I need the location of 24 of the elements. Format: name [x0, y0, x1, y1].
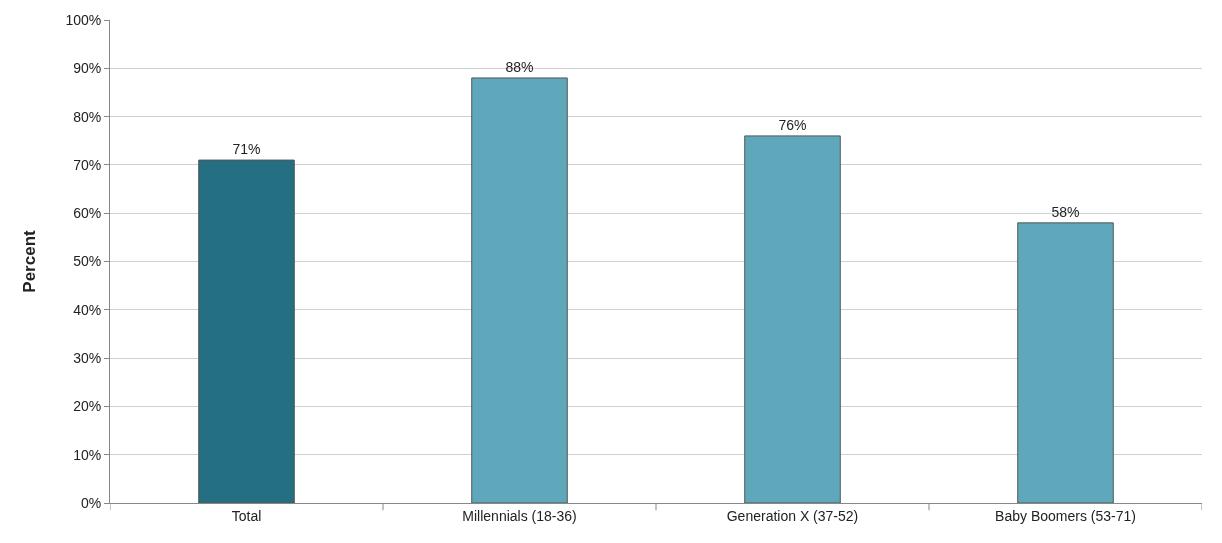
y-tick-label: 100%: [65, 11, 102, 28]
bar: [744, 135, 841, 503]
bar: [1017, 222, 1114, 503]
y-tick-label: 40%: [73, 301, 102, 318]
x-tick-label: Total: [231, 507, 262, 524]
y-tick-label: 90%: [73, 60, 102, 77]
y-tick-label: 10%: [73, 446, 102, 463]
data-label: 88%: [505, 58, 534, 75]
y-tick-label: 0%: [80, 494, 102, 511]
data-label: 71%: [232, 141, 261, 158]
bar: [471, 77, 568, 503]
y-tick-label: 50%: [73, 253, 102, 270]
y-tick-label: 80%: [73, 108, 102, 125]
x-tick-label: Generation X (37-52): [726, 507, 859, 524]
y-axis-title: Percent: [19, 229, 39, 293]
y-tick-label: 70%: [73, 156, 102, 173]
x-tick-label: Millennials (18-36): [462, 507, 577, 524]
y-tick-label: 20%: [73, 398, 102, 415]
data-label: 58%: [1051, 203, 1080, 220]
y-tick-label: 60%: [73, 205, 102, 222]
data-label: 76%: [778, 116, 807, 133]
x-tick-label: Baby Boomers (53-71): [995, 507, 1136, 524]
y-tick-label: 30%: [73, 350, 102, 366]
bar: [198, 159, 295, 503]
